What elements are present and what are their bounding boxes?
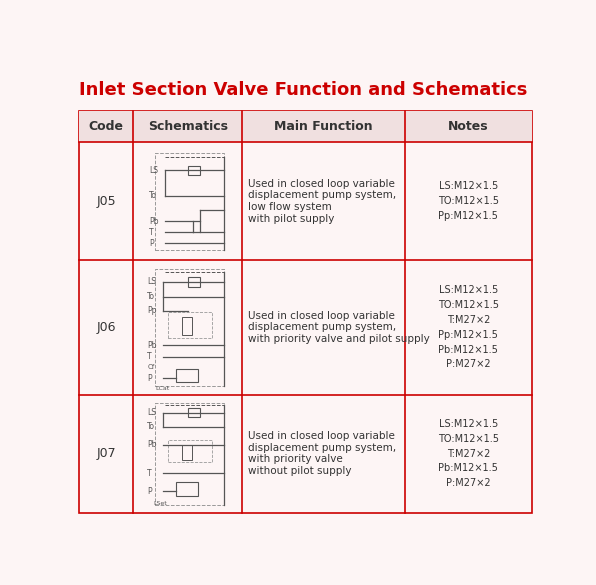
Text: Cf: Cf <box>147 364 154 370</box>
Bar <box>188 408 200 417</box>
Bar <box>156 269 224 386</box>
Bar <box>176 483 198 495</box>
Text: Pb: Pb <box>147 440 157 449</box>
Text: J06: J06 <box>97 321 116 334</box>
Text: LS: LS <box>147 277 156 286</box>
Text: LS: LS <box>149 166 159 175</box>
Text: Pb: Pb <box>147 340 157 350</box>
Bar <box>156 153 224 250</box>
Text: LSet: LSet <box>153 501 167 506</box>
Text: P: P <box>147 487 152 495</box>
Text: P: P <box>149 239 154 248</box>
Text: Used in closed loop variable
displacement pump system,
with priority valve
witho: Used in closed loop variable displacemen… <box>247 431 396 476</box>
Text: J07: J07 <box>97 447 116 460</box>
Bar <box>188 166 200 175</box>
Text: To: To <box>147 422 156 432</box>
Bar <box>79 111 532 142</box>
Text: LS:M12×1.5
TO:M12×1.5
T:M27×2
Pp:M12×1.5
Pb:M12×1.5
P:M27×2: LS:M12×1.5 TO:M12×1.5 T:M27×2 Pp:M12×1.5… <box>438 285 499 369</box>
Text: T: T <box>147 352 152 361</box>
Bar <box>156 402 224 504</box>
Text: Pb: Pb <box>149 216 159 226</box>
Bar <box>167 312 212 338</box>
Text: Used in closed loop variable
displacement pump system,
low flow system
with pilo: Used in closed loop variable displacemen… <box>247 179 396 223</box>
Bar <box>79 111 532 512</box>
Text: Main Function: Main Function <box>274 120 373 133</box>
Text: LS: LS <box>147 408 156 417</box>
Text: Pp: Pp <box>147 307 157 315</box>
Text: LCat: LCat <box>156 386 170 391</box>
Text: T: T <box>147 469 152 478</box>
Bar <box>182 317 192 335</box>
Text: LS:M12×1.5
TO:M12×1.5
T:M27×2
Pb:M12×1.5
P:M27×2: LS:M12×1.5 TO:M12×1.5 T:M27×2 Pb:M12×1.5… <box>438 419 499 488</box>
Bar <box>188 277 200 287</box>
Text: T: T <box>149 228 154 237</box>
Bar <box>182 445 192 460</box>
Bar <box>167 441 212 462</box>
Text: P: P <box>147 374 152 383</box>
Text: LS:M12×1.5
TO:M12×1.5
Pp:M12×1.5: LS:M12×1.5 TO:M12×1.5 Pp:M12×1.5 <box>438 181 499 221</box>
Text: To: To <box>149 191 157 200</box>
Text: J05: J05 <box>97 195 116 208</box>
Text: To: To <box>147 292 156 301</box>
Text: Schematics: Schematics <box>148 120 228 133</box>
Text: Inlet Section Valve Function and Schematics: Inlet Section Valve Function and Schemat… <box>79 81 527 99</box>
Bar <box>176 369 198 382</box>
Text: Notes: Notes <box>448 120 489 133</box>
Text: Used in closed loop variable
displacement pump system,
with priority valve and p: Used in closed loop variable displacemen… <box>247 311 429 344</box>
Text: Code: Code <box>89 120 124 133</box>
